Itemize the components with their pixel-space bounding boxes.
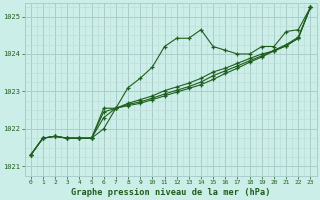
X-axis label: Graphe pression niveau de la mer (hPa): Graphe pression niveau de la mer (hPa) xyxy=(71,188,270,197)
